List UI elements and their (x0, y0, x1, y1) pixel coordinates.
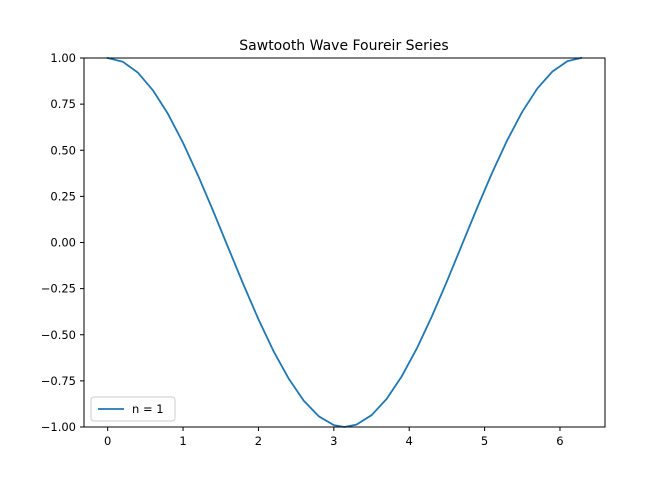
y-tick-label: −0.25 (41, 282, 76, 296)
y-tick-label: −1.00 (41, 420, 76, 434)
y-tick-label: 0.25 (50, 189, 76, 203)
y-tick-label: 0.00 (50, 236, 76, 250)
legend: n = 1 (90, 396, 176, 422)
x-tick-label: 3 (330, 434, 337, 448)
x-tick-label: 4 (406, 434, 413, 448)
legend-box (90, 396, 176, 422)
chart-title: Sawtooth Wave Foureir Series (239, 38, 448, 54)
y-tick-label: 0.50 (50, 143, 76, 157)
x-tick-label: 2 (255, 434, 262, 448)
x-tick-label: 5 (481, 434, 488, 448)
y-tick-label: 1.00 (50, 51, 76, 65)
y-tick-label: 0.75 (50, 97, 76, 111)
x-tick-label: 0 (104, 434, 111, 448)
x-tick-label: 1 (179, 434, 186, 448)
x-tick-label: 6 (556, 434, 563, 448)
legend-label: n = 1 (132, 402, 164, 416)
axes: 0 1 2 3 4 5 6 −1.00 −0.75 −0.50 −0.25 0.00 0.25 0.50 0… (41, 51, 606, 448)
y-tick-label: −0.75 (41, 374, 76, 388)
y-tick-label: −0.50 (41, 328, 76, 342)
